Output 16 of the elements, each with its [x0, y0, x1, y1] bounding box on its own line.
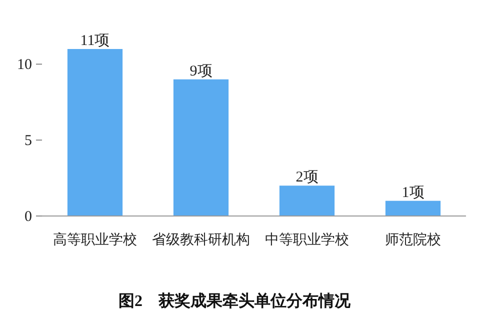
- bar: [279, 186, 335, 216]
- data-label: 11项: [80, 33, 110, 49]
- x-tick-label: 高等职业学校: [53, 232, 137, 248]
- y-tick-label: 5: [24, 133, 32, 150]
- x-tick-label: 省级教科研机构: [152, 232, 250, 248]
- x-tick-label: 师范院校: [385, 232, 441, 248]
- bar: [173, 79, 229, 216]
- data-label: 2项: [296, 170, 318, 186]
- data-label: 9项: [190, 63, 212, 80]
- data-label: 1项: [402, 184, 424, 201]
- bar: [385, 200, 441, 216]
- y-tick-label: 0: [24, 209, 32, 225]
- bar: [67, 49, 123, 216]
- y-tick-label: 10: [17, 57, 32, 74]
- text: 图2 获奖成果牵头单位分布情况: [118, 292, 352, 310]
- x-tick-label: 中等职业学校: [265, 232, 349, 248]
